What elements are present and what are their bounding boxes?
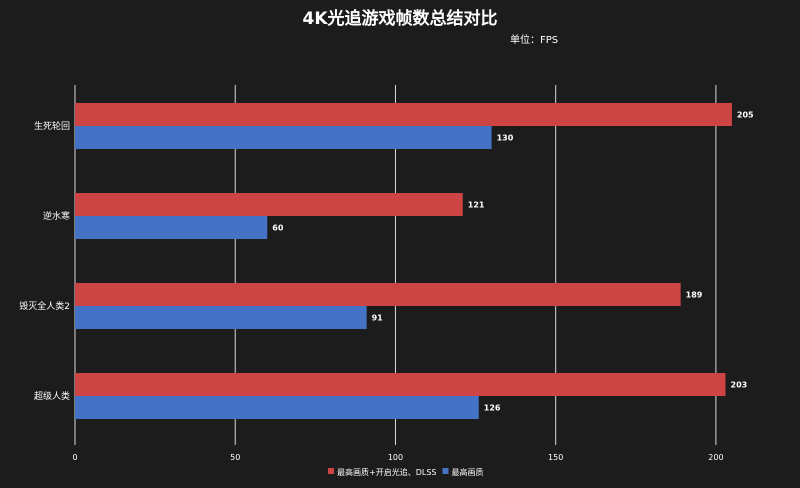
category-label-4: 超级人类 <box>34 390 70 402</box>
legend-label-1: 最高画质+开启光追、DLSS <box>337 467 436 477</box>
legend-swatch-2 <box>442 468 449 474</box>
category-label-3: 毁灭全人类2 <box>19 300 70 312</box>
value-label-1-4: 203 <box>731 381 748 390</box>
tick-label-200: 200 <box>708 453 723 462</box>
tick-label-100: 100 <box>388 453 403 462</box>
category-label-2: 逆水寒 <box>43 210 70 222</box>
value-label-1-1: 205 <box>737 111 754 120</box>
bar-1-1 <box>75 103 732 126</box>
bar-2-3 <box>75 306 367 329</box>
value-label-1-3: 189 <box>686 291 703 300</box>
bar-2-1 <box>75 126 492 149</box>
labels: 0 50 100 150 200 205 130 生死轮回 121 60 逆水寒 189 91 毁灭全人类… <box>19 111 754 463</box>
bar-1-2 <box>75 193 463 216</box>
category-label-1: 生死轮回 <box>34 120 70 132</box>
legend-swatch-1 <box>328 468 334 474</box>
legend-label-2: 最高画质 <box>451 467 483 477</box>
bar-1-4 <box>75 373 726 396</box>
value-label-2-3: 91 <box>372 314 384 323</box>
chart-subtitle: 单位：FPS <box>510 33 558 46</box>
legend: 最高画质+开启光追、DLSS 最高画质 <box>328 467 483 477</box>
tick-label-0: 0 <box>72 453 77 462</box>
tick-label-150: 150 <box>548 453 563 462</box>
bar-1-3 <box>75 283 681 306</box>
value-label-1-2: 121 <box>468 201 485 210</box>
bar-2-4 <box>75 396 479 419</box>
chart-title: 4K光追游戏帧数总结对比 <box>302 8 497 29</box>
value-label-2-2: 60 <box>272 224 284 233</box>
bar-2-2 <box>75 216 268 239</box>
value-label-2-1: 130 <box>497 134 514 143</box>
tick-label-50: 50 <box>230 453 240 462</box>
bars <box>75 103 732 419</box>
value-label-2-4: 126 <box>484 404 501 413</box>
